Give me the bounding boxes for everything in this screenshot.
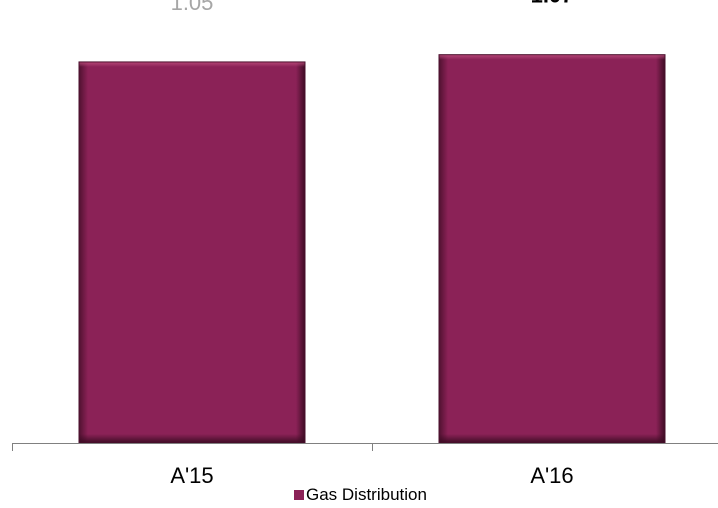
bar-1 (78, 61, 306, 444)
legend-swatch-gas-distribution (294, 490, 304, 500)
bar-2 (438, 54, 666, 444)
category-label-1: A'15 (170, 463, 213, 488)
legend: Gas Distribution (294, 484, 427, 506)
category-label-2: A'16 (530, 463, 573, 488)
data-label-2: 1.07 (531, 0, 574, 8)
legend-label-gas-distribution: Gas Distribution (306, 485, 427, 504)
data-label-1: 1.05 (171, 0, 214, 15)
